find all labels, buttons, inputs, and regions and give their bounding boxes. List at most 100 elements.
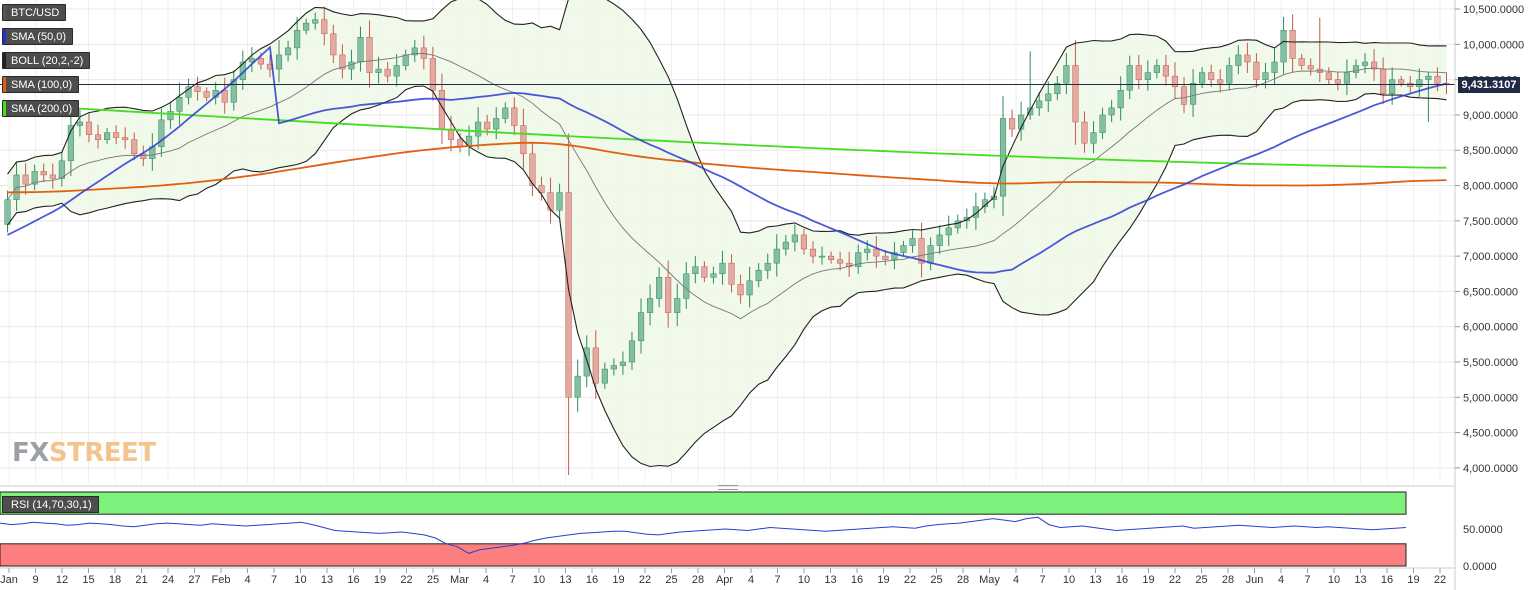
indicator-lines — [0, 0, 1455, 468]
x-tick-label: Feb — [212, 574, 231, 586]
candle-body — [1334, 79, 1341, 84]
candle — [972, 192, 979, 230]
rsi-line — [0, 516, 1407, 554]
x-tick-label: 25 — [1195, 574, 1207, 586]
x-tick-label: 13 — [321, 574, 333, 586]
candle — [520, 108, 527, 169]
candle-body — [773, 248, 780, 264]
candle — [339, 44, 346, 79]
x-tick-label: 18 — [109, 574, 121, 586]
candle-body — [402, 54, 409, 66]
x-tick-label: 13 — [1089, 574, 1101, 586]
bollinger-upper-line — [7, 0, 1447, 236]
candle-body — [999, 118, 1007, 197]
sma-50-line — [7, 45, 1447, 274]
candle — [936, 225, 943, 255]
candle-body — [800, 234, 807, 250]
candle — [1416, 68, 1423, 97]
candle — [185, 78, 192, 105]
x-tick-label: May — [979, 574, 1000, 586]
y-tick-label: 10,500.0000 — [1463, 4, 1524, 16]
candlesticks — [4, 6, 1450, 475]
candle-body — [782, 241, 789, 250]
candle — [954, 214, 961, 234]
candle-body — [22, 174, 29, 185]
candle-body — [592, 347, 599, 384]
candle — [1217, 69, 1224, 93]
candle — [158, 108, 165, 157]
candle — [945, 215, 952, 246]
rsi-overbought-zone — [0, 491, 1407, 515]
candle — [1235, 45, 1242, 75]
x-tick-label: 4 — [1013, 574, 1019, 586]
candle — [791, 224, 798, 252]
candle-body — [538, 185, 545, 193]
candle — [1352, 59, 1360, 79]
legend-item[interactable]: BOLL (20,2,-2) — [2, 52, 91, 69]
candle — [728, 254, 735, 293]
candle-body — [475, 121, 482, 137]
x-tick-label: 28 — [957, 574, 969, 586]
candle — [1063, 53, 1070, 95]
candle — [719, 250, 726, 285]
candle-body — [1226, 65, 1233, 84]
logo-fx: FX — [12, 438, 49, 468]
rsi-oversold-zone — [0, 543, 1407, 567]
candle — [909, 230, 916, 253]
candle-body — [1280, 29, 1287, 63]
x-tick-label: 19 — [1142, 574, 1154, 586]
candle-body — [221, 89, 228, 103]
panel-resize-handle[interactable] — [718, 485, 738, 490]
candle-body — [1135, 65, 1142, 80]
rsi-legend-label: RSI (14,70,30,1) — [2, 496, 99, 513]
x-tick-label: 7 — [1304, 574, 1310, 586]
candle-body — [846, 262, 853, 267]
candle — [321, 6, 328, 46]
candle-body — [791, 234, 798, 243]
x-tick-label: 19 — [374, 574, 386, 586]
legend-item[interactable]: SMA (100,0) — [2, 76, 80, 93]
y-tick-label: 8,000.0000 — [1463, 181, 1518, 193]
candle — [1298, 53, 1305, 70]
candle — [40, 163, 47, 183]
candle — [710, 266, 717, 284]
candle — [475, 107, 482, 150]
candle-body — [4, 199, 11, 225]
candle-body — [1343, 72, 1350, 84]
legend-item[interactable]: SMA (50,0) — [2, 28, 74, 45]
candle-body — [1090, 132, 1097, 144]
candle — [737, 274, 744, 304]
candle — [411, 39, 418, 63]
candle-body — [556, 192, 563, 211]
candle-body — [619, 361, 626, 366]
bollinger-middle-line — [7, 53, 1447, 320]
candle — [502, 102, 509, 124]
candle — [1126, 55, 1133, 100]
candle-body — [1298, 58, 1305, 66]
candle — [1244, 42, 1251, 73]
legend-item[interactable]: SMA (200,0) — [2, 100, 80, 117]
x-tick-label: 10 — [1328, 574, 1340, 586]
candle-body — [1352, 65, 1360, 73]
candle-body — [818, 255, 826, 258]
candle-body — [610, 365, 617, 370]
candle — [818, 246, 826, 265]
y-tick-label: 10,000.0000 — [1463, 39, 1524, 51]
candle — [94, 124, 102, 149]
candle-body — [1398, 79, 1405, 84]
candle — [67, 108, 74, 176]
candle-body — [909, 238, 916, 246]
candle-body — [31, 171, 38, 185]
x-tick-label: 28 — [1222, 574, 1234, 586]
sma-100-line — [7, 141, 1447, 194]
candle — [1117, 76, 1124, 121]
legend-item[interactable]: BTC/USD — [2, 4, 67, 21]
candle-body — [76, 121, 83, 126]
candle — [637, 298, 645, 354]
bollinger-fill — [7, 0, 1447, 467]
rsi-label-text: RSI (14,70,30,1) — [11, 499, 92, 511]
x-tick-label: 16 — [851, 574, 863, 586]
candle-body — [1190, 82, 1197, 105]
legend-swatch — [3, 53, 6, 68]
